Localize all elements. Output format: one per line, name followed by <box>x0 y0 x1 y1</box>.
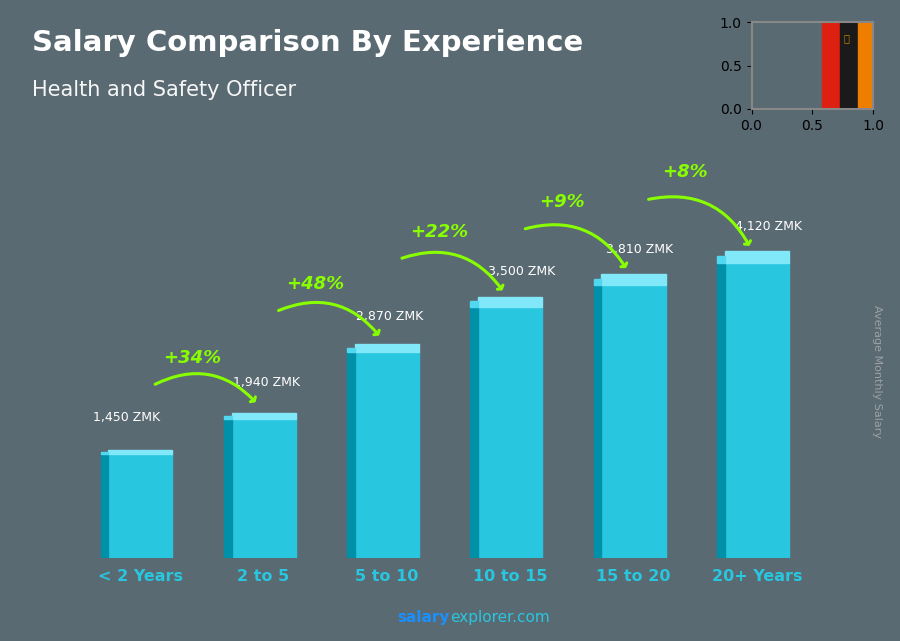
Bar <box>224 415 231 419</box>
Bar <box>101 451 108 454</box>
Text: +22%: +22% <box>410 222 468 240</box>
Text: Health and Safety Officer: Health and Safety Officer <box>32 80 295 100</box>
Bar <box>108 450 173 454</box>
Bar <box>594 279 601 285</box>
Text: Average Monthly Salary: Average Monthly Salary <box>872 305 883 438</box>
Text: salary: salary <box>398 610 450 625</box>
Bar <box>717 263 725 558</box>
Text: 3,500 ZMK: 3,500 ZMK <box>488 265 555 278</box>
Bar <box>347 353 355 558</box>
Bar <box>108 454 173 558</box>
Text: explorer.com: explorer.com <box>450 610 550 625</box>
Bar <box>224 419 231 558</box>
Text: +48%: +48% <box>286 275 345 293</box>
Bar <box>471 301 478 308</box>
Bar <box>355 353 419 558</box>
Bar <box>355 344 419 353</box>
Bar <box>601 285 666 558</box>
Text: 1,940 ZMK: 1,940 ZMK <box>233 376 300 389</box>
Bar <box>724 263 789 558</box>
Bar <box>601 274 666 285</box>
Text: 3,810 ZMK: 3,810 ZMK <box>607 242 673 256</box>
Text: 1,450 ZMK: 1,450 ZMK <box>94 412 160 424</box>
Bar <box>822 22 841 109</box>
Bar <box>724 251 789 263</box>
Text: +34%: +34% <box>163 349 221 367</box>
Bar <box>231 413 296 419</box>
Text: 2,870 ZMK: 2,870 ZMK <box>356 310 423 322</box>
Bar <box>594 285 601 558</box>
Bar <box>231 419 296 558</box>
Bar <box>841 22 859 109</box>
Bar <box>347 347 355 353</box>
Text: +8%: +8% <box>662 163 708 181</box>
Bar <box>478 308 543 558</box>
Bar <box>101 454 108 558</box>
Bar <box>478 297 543 308</box>
Bar <box>471 308 478 558</box>
Text: +9%: +9% <box>539 193 585 211</box>
Text: 🦅: 🦅 <box>843 33 850 43</box>
Text: 4,120 ZMK: 4,120 ZMK <box>734 221 802 233</box>
Text: Salary Comparison By Experience: Salary Comparison By Experience <box>32 29 583 57</box>
Bar <box>717 256 725 263</box>
Bar <box>859 22 877 109</box>
